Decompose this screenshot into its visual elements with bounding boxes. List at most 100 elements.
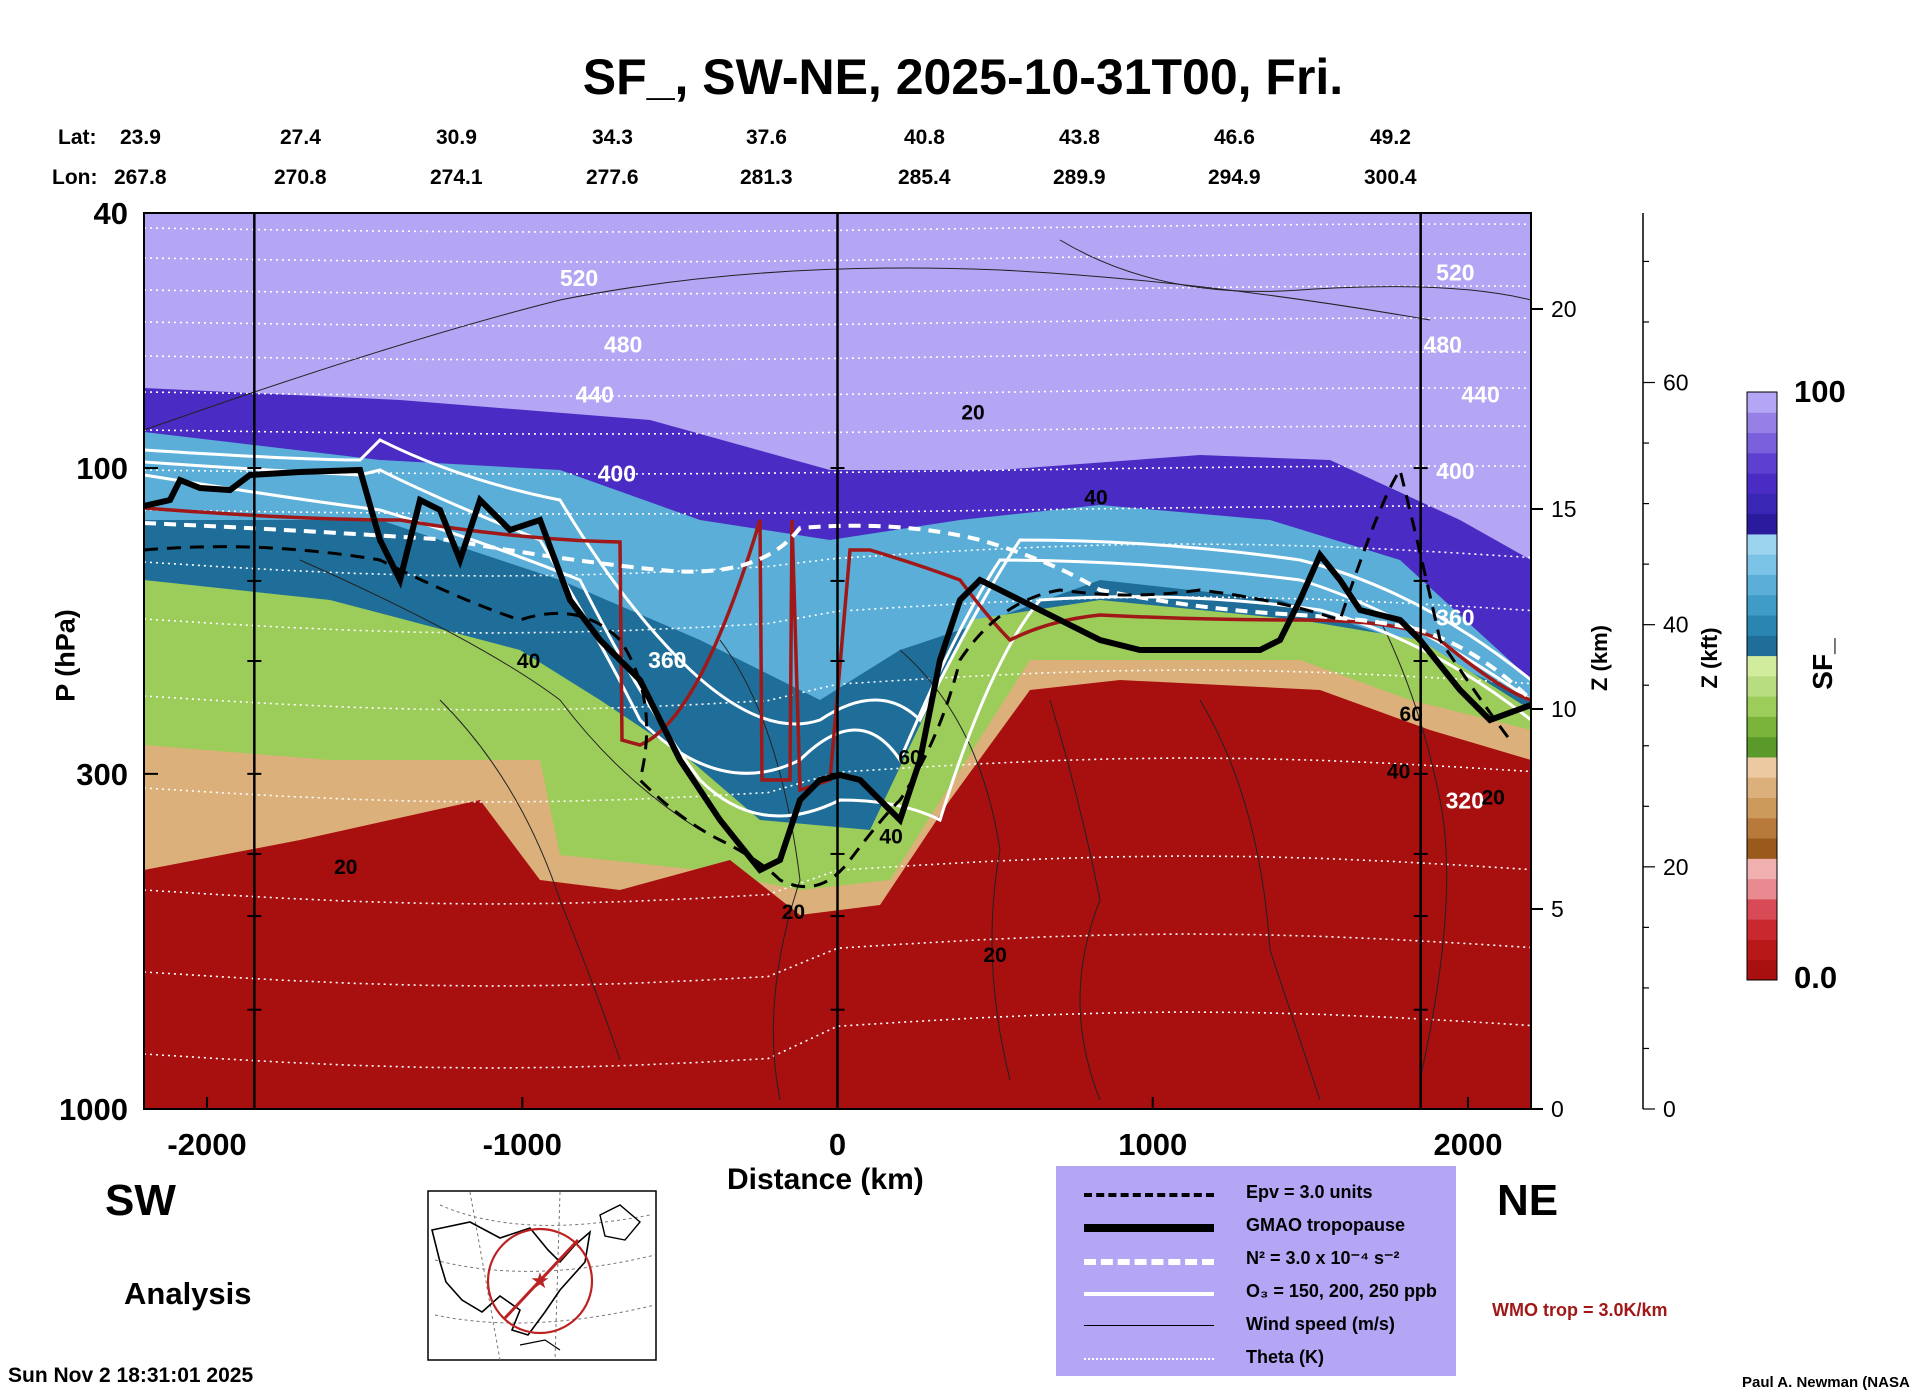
lon-value: 277.6	[586, 166, 639, 189]
lat-value: 37.6	[746, 126, 787, 149]
p-tick-label: 300	[76, 757, 128, 792]
colorbar-segment	[1747, 939, 1777, 961]
colorbar-segment	[1747, 574, 1777, 596]
legend-swatch-theta	[1084, 1358, 1214, 1360]
legend-item-theta: Theta (K)	[1076, 1347, 1446, 1371]
wind-label: 40	[879, 825, 902, 848]
wind-label: 20	[334, 856, 357, 879]
wind-label: 40	[1387, 760, 1410, 783]
wind-contour	[899, 649, 1011, 1081]
lat-value: 43.8	[1059, 126, 1100, 149]
legend-swatch-gmao	[1084, 1224, 1214, 1232]
wmo-label: WMO trop = 3.0K/km	[1492, 1300, 1668, 1320]
x-axis-label: Distance (km)	[727, 1163, 924, 1196]
legend-label-epv: Epv = 3.0 units	[1246, 1182, 1373, 1202]
legend-label-ozone: O₃ = 150, 200, 250 ppb	[1246, 1281, 1437, 1301]
colorbar-segment	[1747, 898, 1777, 920]
legend-item-epv: Epv = 3.0 units	[1076, 1182, 1446, 1206]
legend-item-n2: N² = 3.0 x 10⁻⁴ s⁻²	[1076, 1248, 1446, 1272]
z-km-tick-label: 5	[1551, 896, 1564, 922]
colorbar-segment	[1747, 675, 1777, 697]
colorbar-segment	[1747, 696, 1777, 717]
legend-item-wind: Wind speed (m/s)	[1076, 1314, 1446, 1338]
colorbar-segment	[1747, 716, 1777, 738]
theta-label: 320	[1446, 788, 1484, 814]
z-km-label: Z (km)	[1587, 625, 1612, 691]
wind-label: 40	[1084, 487, 1107, 510]
theta-label: 360	[1436, 604, 1474, 630]
wind-contour	[719, 639, 801, 1101]
colorbar-segment	[1747, 615, 1777, 636]
wind-contour	[1059, 239, 1531, 301]
lat-value: 23.9	[120, 126, 161, 149]
x-tick-label: 0	[829, 1127, 846, 1162]
z-kft-tick-label: 0	[1663, 1096, 1676, 1122]
z-kft-tick-label: 20	[1663, 854, 1689, 880]
analysis-label: Analysis	[124, 1276, 252, 1311]
z-kft-tick-label: 60	[1663, 370, 1689, 396]
wind-label: 60	[1400, 703, 1423, 726]
x-tick-label: 2000	[1433, 1127, 1502, 1162]
wind-contour	[439, 699, 621, 1061]
theta-contour	[144, 669, 1531, 711]
wind-contour	[299, 559, 701, 831]
theta-label: 440	[1461, 381, 1499, 407]
lon-value: 285.4	[898, 166, 951, 189]
legend-swatch-wind	[1084, 1325, 1214, 1326]
gmao-tropopause-line	[144, 466, 1531, 874]
lon-value: 289.9	[1053, 166, 1106, 189]
colorbar-segment	[1747, 392, 1777, 413]
wind-label: 20	[961, 402, 984, 425]
lat-label: Lat:	[58, 126, 97, 149]
colorbar-segment	[1747, 756, 1777, 778]
p-tick-label: 100	[76, 451, 128, 486]
theta-label: 480	[604, 331, 642, 357]
wmo-tropopause-line	[144, 506, 1531, 793]
lat-value: 30.9	[436, 126, 477, 149]
ne-label: NE	[1497, 1176, 1559, 1225]
epv-line	[144, 466, 1512, 889]
colorbar-segment	[1747, 736, 1777, 758]
legend-label-gmao: GMAO tropopause	[1246, 1215, 1406, 1235]
z-km-tick-label: 10	[1551, 696, 1577, 722]
colorbar-min-label: 0.0	[1794, 960, 1838, 995]
lon-value: 300.4	[1364, 166, 1417, 189]
z-km-tick-label: 0	[1551, 1096, 1564, 1122]
lat-value: 27.4	[280, 126, 321, 149]
x-tick-label: -2000	[167, 1127, 246, 1162]
sf-band	[144, 680, 1531, 1109]
colorbar-segment	[1747, 635, 1777, 657]
ozone-contour	[144, 438, 1531, 726]
z-kft-label: Z (kft)	[1697, 627, 1722, 689]
y-axis-label: P (hPa)	[50, 609, 81, 702]
colorbar-segment	[1747, 858, 1777, 880]
lon-value: 294.9	[1208, 166, 1261, 189]
colorbar-segment	[1747, 412, 1777, 434]
z-km-tick-label: 15	[1551, 496, 1577, 522]
z-kft-tick-label: 40	[1663, 612, 1689, 638]
legend-swatch-ozone	[1084, 1292, 1214, 1296]
theta-label: 520	[560, 265, 598, 291]
legend-swatch-epv	[1084, 1193, 1214, 1197]
svg-text:★: ★	[530, 1269, 550, 1294]
lon-value: 281.3	[740, 166, 793, 189]
x-tick-label: 1000	[1118, 1127, 1187, 1162]
wind-label: 40	[517, 650, 540, 673]
colorbar-segment	[1747, 554, 1777, 575]
theta-label: 400	[1436, 458, 1474, 484]
locator-map: ★	[427, 1190, 657, 1361]
colorbar-segment	[1747, 493, 1777, 515]
credit: Paul A. Newman (NASA	[1742, 1374, 1910, 1391]
p-tick-label: 40	[94, 196, 128, 231]
x-tick-label: -1000	[483, 1127, 562, 1162]
legend-label-theta: Theta (K)	[1246, 1347, 1324, 1367]
lat-value: 40.8	[904, 126, 945, 149]
colorbar-max-label: 100	[1794, 374, 1846, 409]
legend-item-ozone: O₃ = 150, 200, 250 ppb	[1076, 1281, 1446, 1305]
wind-contour	[1049, 699, 1101, 1101]
theta-label: 520	[1436, 260, 1474, 286]
timestamp: Sun Nov 2 18:31:01 2025	[8, 1364, 254, 1387]
legend-swatch-n2	[1084, 1259, 1214, 1265]
wind-contour	[1199, 699, 1321, 1101]
